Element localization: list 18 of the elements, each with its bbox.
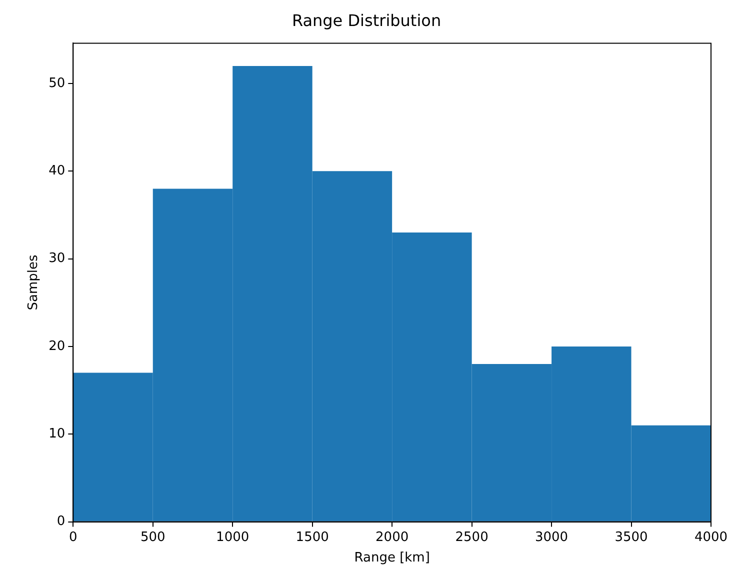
x-tick-label: 1500 — [296, 530, 329, 545]
chart-title: Range Distribution — [292, 10, 442, 30]
y-tick-label: 30 — [48, 251, 66, 266]
x-tick-label: 2500 — [455, 530, 488, 545]
y-tick-label: 10 — [48, 426, 66, 442]
x-tick-label: 2000 — [376, 530, 409, 545]
x-axis-title: Range [km] — [354, 550, 430, 566]
y-tick-label: 0 — [56, 514, 66, 530]
y-tick-label: 50 — [48, 76, 66, 91]
y-tick-label: 40 — [48, 164, 66, 179]
x-tick-label: 3000 — [534, 530, 568, 545]
x-tick-label: 4000 — [694, 530, 728, 545]
y-axis-title: Samples — [26, 254, 42, 310]
y-tick-label: 20 — [48, 338, 66, 354]
x-tick-label: 3500 — [614, 530, 648, 545]
x-tick-label: 500 — [140, 530, 166, 545]
x-tick-label: 0 — [69, 530, 78, 545]
x-tick-label: 1000 — [216, 530, 250, 545]
